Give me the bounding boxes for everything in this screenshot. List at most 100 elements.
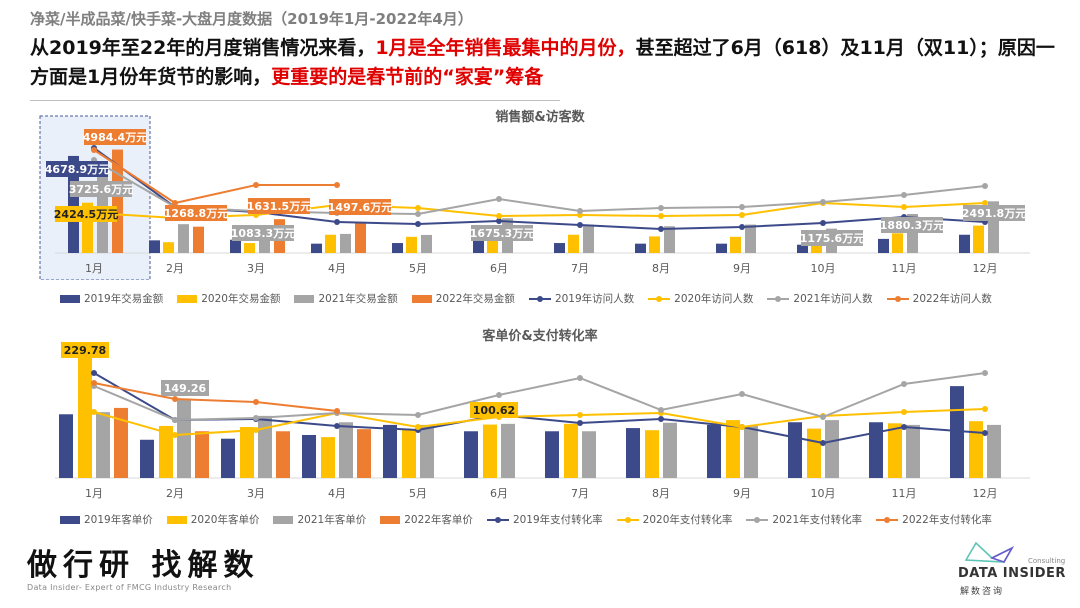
point-2021年支付转化率 [415,412,421,418]
point-2022年访问人数 [334,182,340,188]
legend-bar-swatch [60,294,80,303]
point-2020年支付转化率 [253,427,259,433]
bar-2021年交易金额 [907,213,918,253]
point-2021年访问人数 [415,211,421,217]
legend-line-swatch [746,516,769,523]
headline-part: 甚至超过了6月（618）及11月（双11）；原因一方面是1月份年货节的影响， [30,37,1055,88]
bar-2021年客单价 [987,424,1001,478]
bar-2020年客单价 [240,427,254,478]
price-chart-legend: 2019年客单价 2020年客单价 2021年客单价 2022年客单价 2019年支付转… [60,512,1060,527]
point-2019年访问人数 [334,219,340,225]
data-label-box [46,161,108,177]
data-label-box [881,217,943,233]
bar-2021年客单价 [501,423,515,478]
x-tick-label: 8月 [652,262,670,275]
bar-2020年客单价 [564,423,578,478]
data-label-box [248,198,310,214]
point-2022年访问人数 [91,147,97,153]
point-2020年访问人数 [901,204,907,210]
slide-headline: 从2019年至22年的月度销售情况来看，1月是全年销售最集中的月份，甚至超过了6… [30,34,1070,92]
bar-2021年客单价 [906,424,920,478]
x-tick-label: 3月 [247,262,265,275]
bar-2021年交易金额 [421,234,432,253]
point-2021年访问人数 [658,205,664,211]
x-tick-label: 11月 [892,262,917,275]
data-label: 2424.5万元 [54,208,118,221]
bar-2019年客单价 [59,414,73,478]
point-2021年支付转化率 [820,414,826,420]
bar-2020年交易金额 [568,234,579,253]
legend-item: 2021年交易金额 [294,291,398,306]
line-2020年支付转化率 [93,408,986,437]
bar-2020年交易金额 [973,225,984,253]
bar-2020年交易金额 [730,236,741,253]
point-2020年支付转化率 [739,424,745,430]
legend-item: 2019年客单价 [60,512,153,527]
slide-subtitle: 净菜/半成品菜/快手菜-大盘月度数据（2019年1月-2022年4月） [30,10,473,28]
data-label: 2491.8万元 [962,207,1026,220]
bar-2019年客单价 [545,431,559,478]
headline-highlight: 1月是全年销售最集中的月份， [375,37,636,59]
bar-2022年客单价 [114,407,128,478]
legend-bar-swatch [411,294,432,303]
data-label-box [61,342,109,358]
x-tick-label: 7月 [571,487,589,500]
bar-2020年交易金额 [892,233,903,253]
bar-2022年交易金额 [193,226,204,253]
bar-2021年交易金额 [259,230,270,253]
legend-label: 2020年支付转化率 [642,514,733,526]
point-2020年支付转化率 [91,409,97,415]
legend-label: 2021年访问人数 [793,293,873,305]
data-label: 1083.3万元 [231,227,295,240]
point-2021年支付转化率 [901,381,907,387]
chart-title-sales: 销售额&访客数 [495,110,585,125]
brand-name: DATA INSIDER [958,566,1066,581]
bar-2019年交易金额 [473,238,484,253]
point-2021年访问人数 [901,192,907,198]
x-tick-label: 12月 [973,262,998,275]
bar-2019年客单价 [221,438,235,478]
point-2021年支付转化率 [577,375,583,381]
point-2021年访问人数 [982,183,988,189]
bar-2021年客单价 [177,398,191,478]
divider [30,100,560,101]
bar-2019年交易金额 [716,243,727,253]
point-2020年支付转化率 [577,412,583,418]
bar-2021年客单价 [258,415,272,478]
point-2021年访问人数 [496,196,502,202]
point-2021年访问人数 [739,204,745,210]
sales-visitors-chart: 1月 2月 3月 4月 5月 6月 7月 8月 9月 10月 11月 12月 4984.4万元 4678.… [39,115,1030,280]
legend-label: 2022年访问人数 [912,293,992,305]
headline-highlight: 更重要的是春节前的“家宴”筹备 [271,66,544,88]
bar-2020年交易金额 [649,236,660,253]
legend-line-swatch [876,516,899,523]
line-2022年访问人数 [93,149,337,205]
line-2021年访问人数 [93,159,986,216]
point-2020年支付转化率 [415,424,421,430]
point-2020年访问人数 [415,205,421,211]
x-tick-label: 9月 [733,487,751,500]
point-2020年支付转化率 [982,406,988,412]
bar-2019年交易金额 [149,240,160,253]
point-2019年访问人数 [739,224,745,230]
legend-line-swatch [616,516,639,523]
point-2020年访问人数 [739,212,745,218]
x-tick-label: 8月 [652,487,670,500]
bar-2021年交易金额 [745,224,756,253]
bar-2021年交易金额 [178,224,189,253]
data-label: 1268.8万元 [164,207,228,220]
legend-line-swatch [886,295,909,302]
legend-label: 2021年交易金额 [318,293,398,305]
bar-2019年交易金额 [311,243,322,253]
legend-item: 2022年交易金额 [411,291,515,306]
bar-2021年交易金额 [583,224,594,253]
bar-2020年交易金额 [325,234,336,253]
legend-label: 2019年交易金额 [84,293,164,305]
legend-item: 2019年交易金额 [60,291,163,306]
legend-label: 2021年支付转化率 [772,514,863,526]
data-label-box [55,206,117,222]
point-2020年支付转化率 [901,409,907,415]
bar-2021年交易金额 [664,226,675,253]
brand-sub: Consulting [1028,557,1066,565]
legend-item: 2021年访问人数 [767,291,873,306]
